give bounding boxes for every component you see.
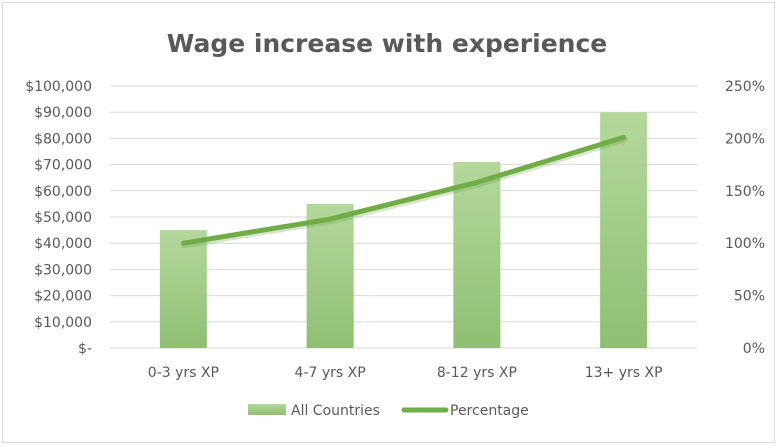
left-tick-label: $50,000 bbox=[34, 210, 92, 226]
bar-2 bbox=[453, 161, 501, 348]
x-tick-label: 0-3 yrs XP bbox=[148, 365, 219, 381]
left-tick-label: $20,000 bbox=[34, 289, 92, 305]
left-tick-label: $80,000 bbox=[34, 131, 92, 147]
right-tick-label: 250% bbox=[725, 79, 765, 95]
right-tick-label: 0% bbox=[743, 341, 765, 357]
gridlines bbox=[110, 85, 697, 349]
left-tick-label: $70,000 bbox=[34, 158, 92, 174]
left-axis-ticks: $- $10,000 $20,000 $30,000 $40,000 $50,000 $60… bbox=[25, 79, 92, 357]
left-tick-label: $40,000 bbox=[34, 236, 92, 252]
left-tick-label: $90,000 bbox=[34, 105, 92, 121]
right-axis-ticks: 0% 50% 100% 150% 200% 250% bbox=[725, 79, 765, 357]
right-tick-label: 200% bbox=[725, 131, 765, 147]
right-tick-label: 100% bbox=[725, 236, 765, 252]
x-tick-label: 4-7 yrs XP bbox=[295, 365, 366, 381]
left-tick-label: $10,000 bbox=[34, 315, 92, 331]
bar-series bbox=[159, 112, 648, 348]
legend-label-bars: All Countries bbox=[291, 403, 380, 419]
legend-swatch-bars bbox=[248, 404, 286, 415]
right-tick-label: 50% bbox=[734, 289, 765, 305]
x-tick-label: 13+ yrs XP bbox=[585, 365, 663, 381]
percentage-line bbox=[180, 134, 627, 246]
bar-1 bbox=[306, 203, 354, 348]
bar-3 bbox=[600, 112, 648, 348]
legend-label-line: Percentage bbox=[450, 403, 529, 419]
x-tick-label: 8-12 yrs XP bbox=[437, 365, 517, 381]
bar-0 bbox=[159, 230, 207, 348]
right-tick-label: 150% bbox=[725, 184, 765, 200]
left-tick-label: $100,000 bbox=[25, 79, 92, 95]
left-tick-label: $60,000 bbox=[34, 184, 92, 200]
line-series bbox=[180, 134, 628, 249]
legend: All Countries Percentage bbox=[248, 403, 529, 419]
x-axis-ticks: 0-3 yrs XP 4-7 yrs XP 8-12 yrs XP 13+ yrs X… bbox=[148, 365, 663, 381]
left-tick-label: $30,000 bbox=[34, 262, 92, 278]
left-tick-label: $- bbox=[78, 341, 92, 357]
chart-title: Wage increase with experience bbox=[167, 29, 607, 58]
